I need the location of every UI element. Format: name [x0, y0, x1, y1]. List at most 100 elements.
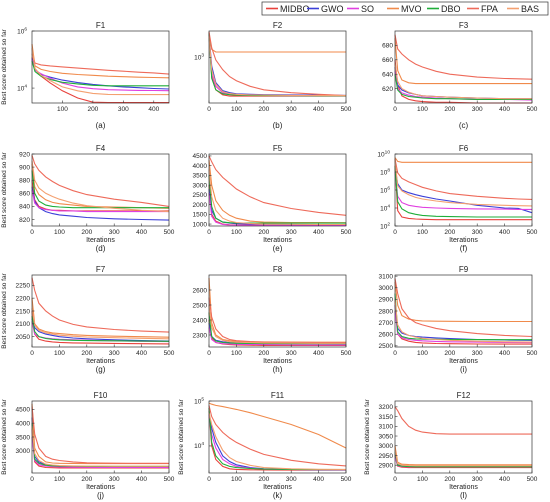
y-axis-label: Best score obtained so far — [364, 398, 371, 474]
series-line-gwo — [31, 318, 170, 342]
x-tick-label: 300 — [286, 229, 297, 236]
series-line-fpa — [394, 34, 533, 80]
series-line-dbo — [394, 451, 532, 468]
series-line-gwo — [208, 34, 347, 96]
x-tick-label: 300 — [472, 106, 483, 113]
series-group — [208, 402, 347, 471]
x-axis-label: Iterations — [86, 358, 115, 365]
legend-label-midbo: MIDBO — [280, 4, 310, 14]
y-tick-label: 3150 — [379, 414, 394, 421]
y-tick-label: 3000 — [16, 448, 31, 455]
panel-title: F8 — [273, 265, 283, 274]
series-line-so — [208, 35, 347, 97]
legend-label-gwo: GWO — [321, 4, 344, 14]
y-tick-label: 920 — [19, 151, 30, 158]
x-tick-label: 0 — [30, 476, 34, 483]
x-tick-label: 100 — [231, 229, 242, 236]
legend-label-fpa: FPA — [481, 4, 498, 14]
panel-title: F5 — [273, 144, 283, 153]
x-tick-label: 100 — [417, 106, 428, 113]
series-line-mvo — [31, 298, 170, 338]
y-tick-label: 2200 — [16, 295, 31, 302]
series-group — [208, 277, 347, 347]
panel-caption: (h) — [273, 365, 283, 374]
panel-title: F4 — [96, 144, 106, 153]
x-tick-label: 200 — [81, 229, 92, 236]
y-tick-label: 840 — [19, 204, 30, 211]
x-tick-label: 400 — [313, 476, 324, 483]
plot-frame — [31, 30, 170, 104]
y-tick-label: 4000 — [193, 163, 208, 170]
x-tick-label: 200 — [258, 229, 269, 236]
plot-frame — [208, 400, 347, 474]
x-tick-label: 100 — [417, 476, 428, 483]
panel-caption: (b) — [273, 121, 283, 130]
x-tick-label: 100 — [54, 476, 65, 483]
series-line-mvo — [208, 159, 347, 224]
x-tick-label: 300 — [286, 106, 297, 113]
panel-f12: F12 0 100 200 300 400 500 2900 2950 3000 3050 3100 3… — [364, 391, 538, 500]
x-tick-label: 400 — [499, 229, 510, 236]
series-line-dbo — [208, 33, 346, 97]
series-line-bas — [31, 48, 169, 96]
panel-f8: F8 0 100 200 300 400 500 2300 2400 2500 2600 Iterat… — [193, 265, 352, 374]
x-tick-label: 200 — [87, 106, 98, 113]
x-axis-label: Iterations — [449, 237, 478, 244]
y-tick-label: 4500 — [16, 407, 31, 414]
series-line-dbo — [394, 166, 532, 218]
y-tick-label: 3100 — [379, 273, 394, 280]
series-group — [31, 155, 170, 221]
series-line-fpa — [394, 406, 532, 435]
x-axis-label: Iterations — [263, 358, 292, 365]
x-tick-label: 300 — [109, 350, 120, 357]
series-line-mvo — [31, 43, 170, 79]
y-tick-label: 880 — [19, 177, 30, 184]
series-line-bas — [394, 63, 532, 100]
series-line-mvo — [31, 163, 170, 209]
y-tick-label: 3000 — [379, 443, 394, 450]
y-tick-label: 1500 — [193, 212, 208, 219]
x-tick-label: 200 — [81, 476, 92, 483]
series-line-dbo — [31, 60, 169, 87]
panel-caption: (f) — [460, 244, 468, 253]
y-tick-label: 104 — [194, 441, 204, 450]
x-tick-label: 200 — [444, 350, 455, 357]
series-line-fpa — [394, 158, 533, 200]
x-tick-label: 400 — [499, 476, 510, 483]
y-tick-label: 104 — [17, 83, 27, 92]
y-tick-label: 2100 — [16, 321, 31, 328]
legend-label-dbo: DBO — [441, 4, 461, 14]
panel-caption: (j) — [97, 491, 104, 500]
x-tick-label: 400 — [136, 229, 147, 236]
x-tick-label: 400 — [313, 106, 324, 113]
x-axis-label: Iterations — [449, 484, 478, 491]
series-line-bas — [394, 299, 533, 343]
y-axis-label: Best score obtained so far — [1, 398, 8, 474]
y-tick-label: 4000 — [16, 420, 31, 427]
plot-frame — [394, 400, 533, 474]
panel-caption: (g) — [96, 365, 106, 374]
panel-title: F10 — [94, 391, 108, 400]
series-line-so — [394, 70, 533, 101]
series-line-bas — [208, 36, 347, 97]
x-tick-label: 200 — [258, 476, 269, 483]
x-tick-label: 300 — [286, 476, 297, 483]
series-group — [208, 31, 347, 97]
panel-title: F12 — [457, 391, 471, 400]
x-tick-label: 100 — [231, 106, 242, 113]
panel-title: F1 — [96, 21, 106, 30]
series-group — [394, 34, 533, 104]
x-tick-label: 500 — [527, 229, 538, 236]
legend-label-mvo: MVO — [401, 4, 422, 14]
y-tick-label: 2600 — [379, 332, 394, 339]
series-line-gwo — [31, 417, 170, 469]
x-tick-label: 500 — [341, 350, 352, 357]
series-line-mvo — [208, 34, 346, 53]
series-line-so — [394, 171, 532, 210]
legend-box — [261, 1, 549, 16]
series-group — [394, 406, 532, 469]
y-tick-label: 640 — [382, 72, 393, 79]
x-tick-label: 0 — [207, 229, 211, 236]
panel-f3: F3 0 100 200 300 400 500 620 640 660 680 (c) — [382, 21, 538, 130]
